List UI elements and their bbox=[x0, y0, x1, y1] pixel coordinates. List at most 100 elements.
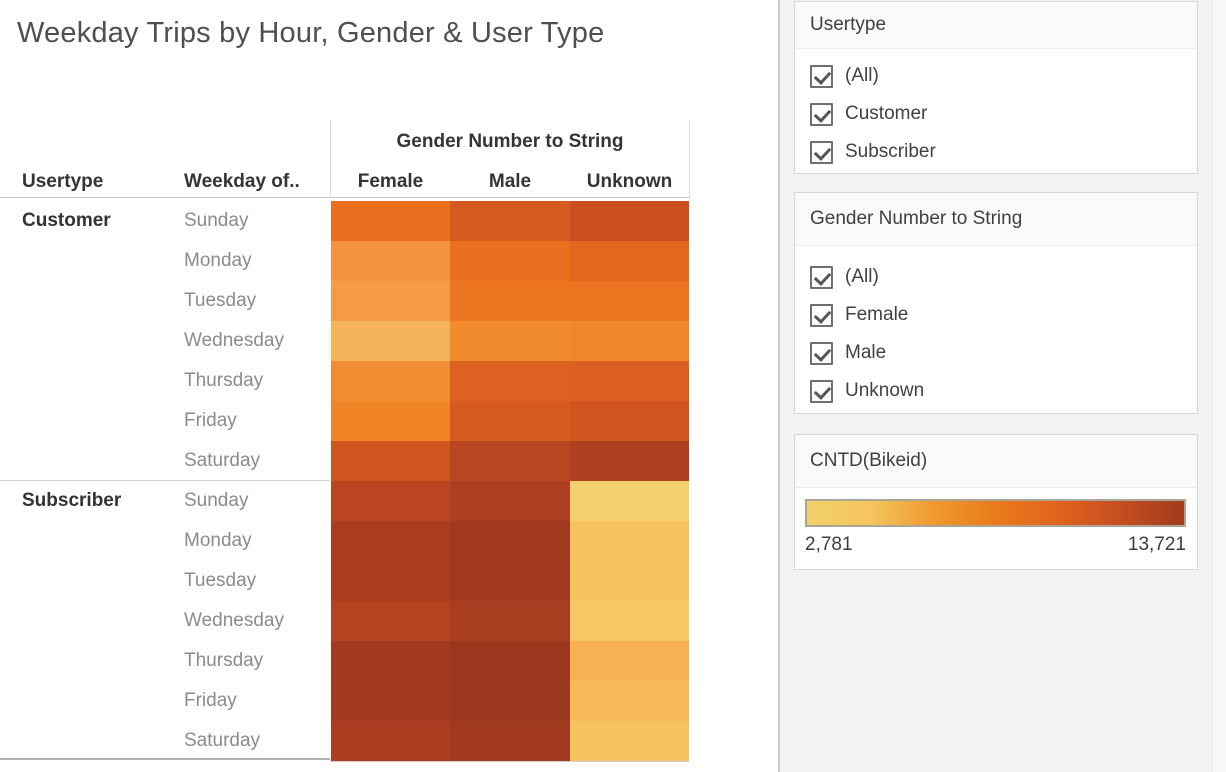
heatmap-cell-customer-sunday-male[interactable] bbox=[450, 201, 570, 241]
usertype-row-label bbox=[0, 601, 162, 641]
filter-panel: Usertype (All) Customer Subscriber Gender … bbox=[778, 0, 1226, 772]
heatmap-cell-customer-tuesday-male[interactable] bbox=[450, 281, 570, 321]
weekday-row-label[interactable]: Tuesday bbox=[184, 570, 257, 591]
checkbox-checked-icon[interactable] bbox=[810, 102, 833, 126]
heatmap-cell-customer-friday-male[interactable] bbox=[450, 401, 570, 441]
heatmap-cell-subscriber-sunday-unknown[interactable] bbox=[570, 481, 689, 521]
heatmap-cell-subscriber-monday-unknown[interactable] bbox=[570, 521, 689, 561]
heatmap-cell-customer-thursday-unknown[interactable] bbox=[570, 361, 689, 401]
weekday-row-label[interactable]: Saturday bbox=[184, 730, 261, 751]
filter-option-subscriber[interactable]: Subscriber bbox=[795, 133, 1197, 171]
heatmap-cell-subscriber-monday-male[interactable] bbox=[450, 521, 570, 561]
heatmap-cell-subscriber-saturday-male[interactable] bbox=[450, 721, 570, 761]
heatmap-cell-customer-sunday-female[interactable] bbox=[331, 201, 450, 241]
weekday-row-label[interactable]: Saturday bbox=[184, 450, 261, 471]
filter-option-all[interactable]: (All) bbox=[795, 258, 1197, 296]
column-header-male[interactable]: Male bbox=[488, 171, 532, 192]
usertype-row-label[interactable]: Customer bbox=[22, 210, 111, 231]
usertype-row-label[interactable]: Subscriber bbox=[22, 490, 122, 511]
heatmap-cell-subscriber-wednesday-unknown[interactable] bbox=[570, 601, 689, 641]
heatmap-cell-customer-monday-male[interactable] bbox=[450, 241, 570, 281]
usertype-row-label bbox=[0, 281, 162, 321]
usertype-row-label bbox=[0, 641, 162, 681]
weekday-row-label[interactable]: Monday bbox=[184, 250, 252, 271]
column-header-unknown[interactable]: Unknown bbox=[586, 171, 673, 192]
filter-option-customer[interactable]: Customer bbox=[795, 95, 1197, 133]
heatmap-cell-subscriber-wednesday-male[interactable] bbox=[450, 601, 570, 641]
heatmap-row-labels: Customer Sunday Monday Tuesday Wednesday Thur… bbox=[0, 201, 330, 761]
group-divider bbox=[0, 480, 330, 481]
heatmap-cell-subscriber-wednesday-female[interactable] bbox=[331, 601, 450, 641]
heatmap-cell-subscriber-thursday-male[interactable] bbox=[450, 641, 570, 681]
heatmap-cell-subscriber-saturday-female[interactable] bbox=[331, 721, 450, 761]
checkbox-checked-icon[interactable] bbox=[810, 265, 833, 289]
weekday-row-label[interactable]: Wednesday bbox=[184, 330, 284, 351]
heatmap-cell-subscriber-saturday-unknown[interactable] bbox=[570, 721, 689, 761]
usertype-row-label bbox=[0, 441, 162, 481]
color-gradient-bar bbox=[805, 499, 1186, 527]
heatmap-cell-customer-wednesday-female[interactable] bbox=[331, 321, 450, 361]
heatmap-cell-customer-thursday-female[interactable] bbox=[331, 361, 450, 401]
filter-option-label: Female bbox=[845, 304, 909, 325]
heatmap-cell-subscriber-friday-unknown[interactable] bbox=[570, 681, 689, 721]
checkbox-checked-icon[interactable] bbox=[810, 303, 833, 327]
heatmap-cell-subscriber-thursday-unknown[interactable] bbox=[570, 641, 689, 681]
filter-option-unknown[interactable]: Unknown bbox=[795, 372, 1197, 410]
heatmap-cell-customer-thursday-male[interactable] bbox=[450, 361, 570, 401]
heatmap-row-customer-tuesday: Tuesday bbox=[0, 281, 330, 321]
usertype-row-label bbox=[0, 241, 162, 281]
filter-option-female[interactable]: Female bbox=[795, 296, 1197, 334]
filter-title-gender: Gender Number to String bbox=[795, 193, 1197, 246]
heatmap-cell-subscriber-monday-female[interactable] bbox=[331, 521, 450, 561]
heatmap-cell-subscriber-sunday-female[interactable] bbox=[331, 481, 450, 521]
filter-option-male[interactable]: Male bbox=[795, 334, 1197, 372]
weekday-row-label[interactable]: Friday bbox=[184, 410, 237, 431]
weekday-row-label[interactable]: Tuesday bbox=[184, 290, 257, 311]
heatmap-cell-customer-saturday-female[interactable] bbox=[331, 441, 450, 481]
weekday-row-label[interactable]: Wednesday bbox=[184, 610, 284, 631]
checkbox-checked-icon[interactable] bbox=[810, 379, 833, 403]
filter-card-gender: Gender Number to String (All) Female Male U… bbox=[794, 192, 1198, 414]
heatmap-cell-customer-monday-unknown[interactable] bbox=[570, 241, 689, 281]
heatmap-cell-customer-sunday-unknown[interactable] bbox=[570, 201, 689, 241]
weekday-row-label[interactable]: Sunday bbox=[184, 210, 249, 231]
heatmap-cell-customer-wednesday-unknown[interactable] bbox=[570, 321, 689, 361]
column-header-female[interactable]: Female bbox=[357, 171, 424, 192]
heatmap-cell-customer-friday-female[interactable] bbox=[331, 401, 450, 441]
filter-option-label: Unknown bbox=[845, 380, 925, 401]
heatmap-cell-subscriber-friday-male[interactable] bbox=[450, 681, 570, 721]
heatmap-row-subscriber-wednesday: Wednesday bbox=[0, 601, 330, 641]
filter-option-all[interactable]: (All) bbox=[795, 57, 1197, 95]
weekday-row-label[interactable]: Friday bbox=[184, 690, 237, 711]
filter-card-usertype: Usertype (All) Customer Subscriber bbox=[794, 1, 1198, 174]
heatmap-cell-subscriber-friday-female[interactable] bbox=[331, 681, 450, 721]
heatmap-cell-subscriber-tuesday-male[interactable] bbox=[450, 561, 570, 601]
heatmap-cell-subscriber-thursday-female[interactable] bbox=[331, 641, 450, 681]
header-divider-right bbox=[689, 120, 690, 198]
weekday-row-label[interactable]: Thursday bbox=[184, 370, 264, 391]
weekday-row-label[interactable]: Monday bbox=[184, 530, 252, 551]
legend-max-label: 13,721 bbox=[1127, 534, 1186, 555]
heatmap-cell-subscriber-sunday-male[interactable] bbox=[450, 481, 570, 521]
heatmap-cell-subscriber-tuesday-female[interactable] bbox=[331, 561, 450, 601]
heatmap-cell-customer-saturday-male[interactable] bbox=[450, 441, 570, 481]
filter-option-label: Subscriber bbox=[845, 141, 936, 162]
panel-scrollbar-track[interactable] bbox=[1212, 0, 1226, 772]
heatmap-cell-subscriber-tuesday-unknown[interactable] bbox=[570, 561, 689, 601]
heatmap-cell-customer-tuesday-unknown[interactable] bbox=[570, 281, 689, 321]
weekday-row-label[interactable]: Thursday bbox=[184, 650, 264, 671]
checkbox-checked-icon[interactable] bbox=[810, 341, 833, 365]
heatmap-cell-customer-friday-unknown[interactable] bbox=[570, 401, 689, 441]
legend-labels: 2,781 13,721 bbox=[805, 534, 1186, 556]
checkbox-checked-icon[interactable] bbox=[810, 64, 833, 88]
heatmap-cell-customer-tuesday-female[interactable] bbox=[331, 281, 450, 321]
heatmap-view: Weekday Trips by Hour, Gender & User Typ… bbox=[0, 17, 690, 762]
weekday-row-label[interactable]: Sunday bbox=[184, 490, 249, 511]
heatmap-cell-customer-saturday-unknown[interactable] bbox=[570, 441, 689, 481]
heatmap-row-subscriber-sunday: Subscriber Sunday bbox=[0, 481, 330, 521]
heatmap-row-subscriber-friday: Friday bbox=[0, 681, 330, 721]
usertype-row-label bbox=[0, 561, 162, 601]
heatmap-cell-customer-monday-female[interactable] bbox=[331, 241, 450, 281]
checkbox-checked-icon[interactable] bbox=[810, 140, 833, 164]
heatmap-cell-customer-wednesday-male[interactable] bbox=[450, 321, 570, 361]
